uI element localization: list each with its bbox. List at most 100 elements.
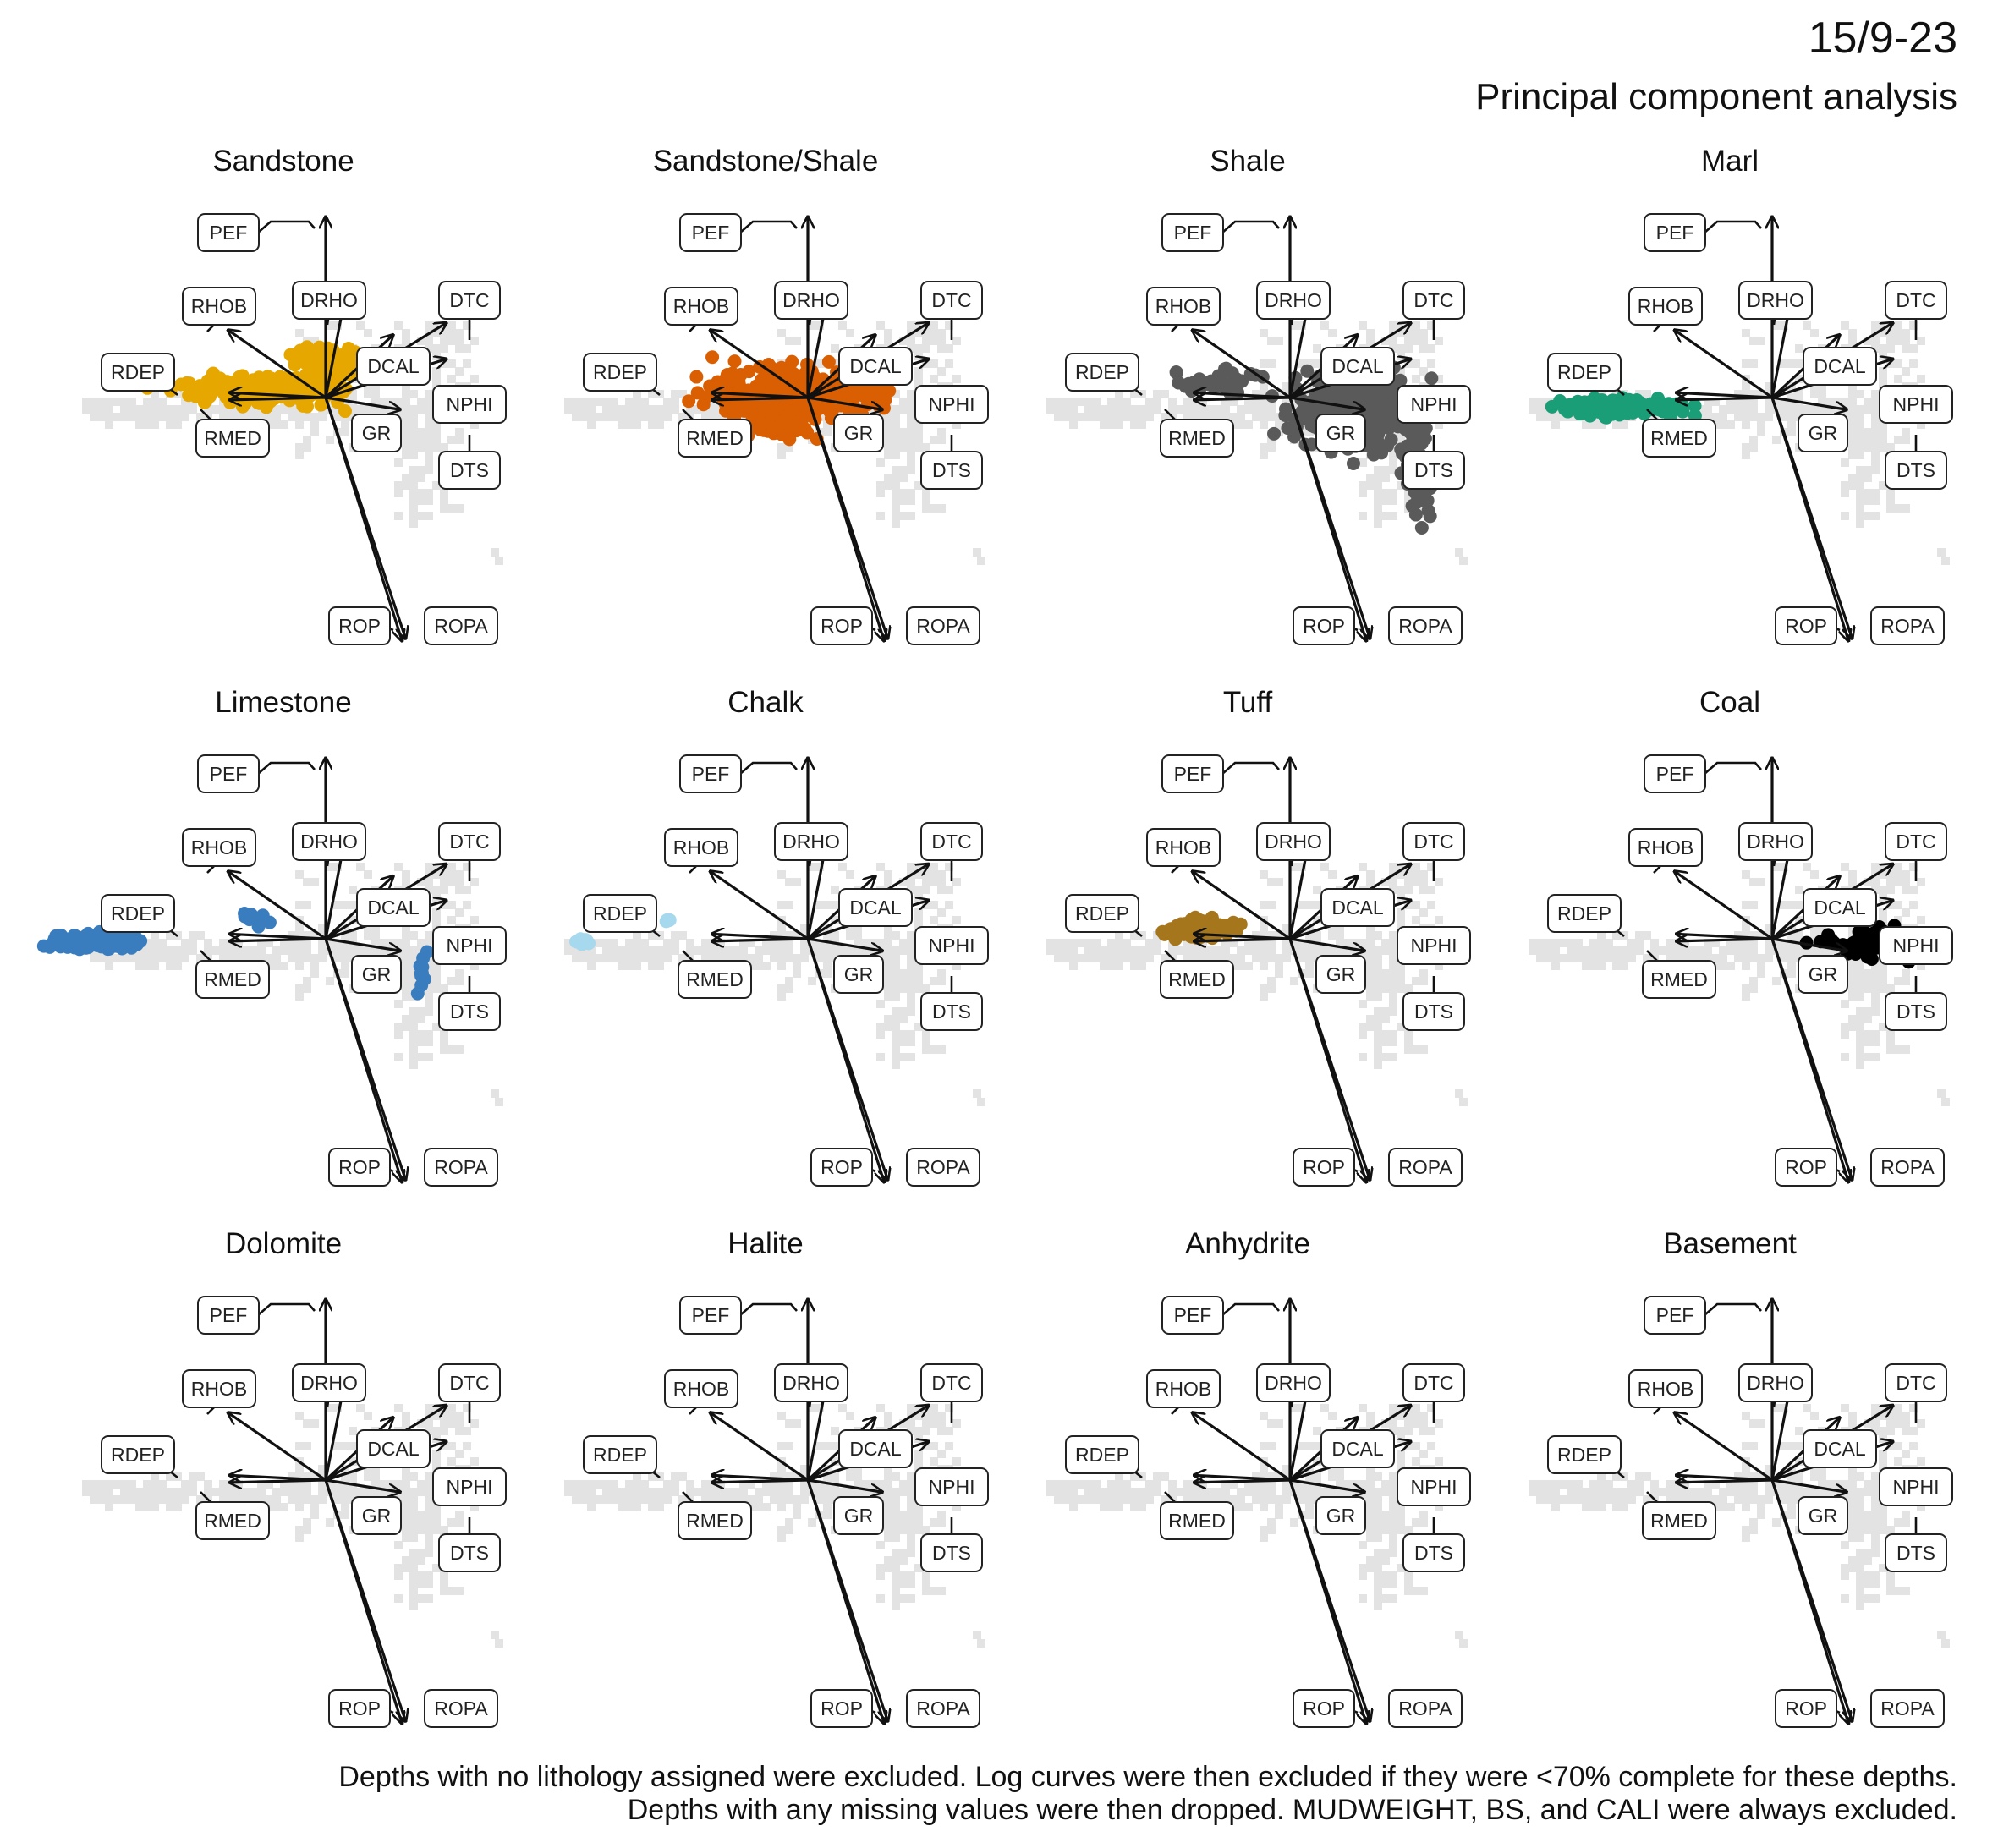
background-point (907, 992, 915, 1001)
data-point (274, 371, 288, 386)
background-point (1765, 413, 1773, 421)
data-point (1605, 404, 1619, 419)
background-point (1389, 337, 1397, 345)
data-point (1317, 406, 1331, 420)
data-point (303, 343, 317, 358)
label-box-dtc (1402, 281, 1465, 320)
background-point (234, 939, 243, 947)
background-point (1886, 344, 1895, 353)
data-point (1178, 379, 1193, 393)
background-point (892, 1053, 900, 1061)
data-point (278, 387, 293, 402)
background-point (1153, 390, 1161, 398)
background-point (907, 969, 915, 978)
background-point (288, 946, 296, 955)
data-point (823, 403, 837, 417)
background-point (1275, 413, 1283, 421)
background-point (701, 398, 710, 406)
background-point (402, 398, 410, 406)
background-point (854, 367, 862, 376)
data-point (222, 386, 236, 400)
data-point (321, 353, 336, 367)
loading-label-ropa: ROPA (1398, 615, 1452, 637)
background-point (1711, 398, 1720, 406)
data-point (416, 951, 431, 965)
background-point (151, 398, 159, 406)
background-point (907, 428, 915, 436)
data-point (759, 384, 773, 398)
data-point (1380, 420, 1395, 435)
background-point (625, 939, 634, 947)
background-point (120, 946, 129, 955)
background-point (579, 939, 588, 947)
background-point (1427, 382, 1435, 391)
label-box-dts (1885, 451, 1947, 490)
background-point (1833, 413, 1842, 421)
data-point (1419, 494, 1433, 508)
background-point (417, 496, 425, 505)
background-point (1902, 390, 1910, 398)
background-point (425, 489, 433, 497)
background-point (1191, 405, 1199, 414)
label-leader-drho (326, 853, 331, 867)
background-point (113, 939, 121, 947)
data-point (829, 391, 843, 405)
background-point (196, 954, 205, 962)
background-point (618, 420, 626, 429)
background-point (1374, 512, 1382, 520)
data-point (257, 378, 272, 392)
background-point (777, 398, 786, 406)
data-point (748, 420, 762, 434)
background-point (151, 413, 159, 421)
background-point (425, 992, 433, 1001)
data-point (90, 937, 104, 951)
background-point (815, 954, 824, 962)
label-box-dcal (356, 888, 431, 927)
data-point (115, 941, 129, 956)
background-point (701, 962, 710, 970)
data-point (255, 377, 269, 392)
background-point (1818, 359, 1826, 368)
data-point (1378, 411, 1392, 425)
background-point (648, 946, 656, 955)
data-point (107, 937, 121, 951)
background-point (1107, 398, 1116, 406)
data-point (300, 353, 315, 367)
data-point (110, 939, 124, 953)
data-point (1288, 370, 1303, 385)
background-point (937, 870, 946, 879)
data-point (1298, 437, 1313, 452)
data-point (1661, 404, 1676, 419)
data-point (1408, 507, 1423, 522)
background-point (907, 962, 915, 970)
background-point (633, 405, 641, 414)
background-point (572, 946, 580, 955)
background-point (227, 946, 235, 955)
background-point (793, 413, 801, 421)
background-point (219, 939, 228, 947)
background-point (90, 398, 98, 406)
background-point (196, 962, 205, 970)
background-point (1427, 413, 1435, 421)
background-point (280, 939, 288, 947)
data-point (182, 388, 196, 403)
background-point (295, 413, 304, 421)
data-point (1366, 408, 1380, 422)
data-point (1594, 403, 1608, 418)
background-point (1917, 405, 1925, 414)
data-point (798, 421, 812, 436)
label-leader-pef (257, 220, 316, 233)
background-point (295, 954, 304, 962)
background-point (892, 420, 900, 429)
background-point (1704, 398, 1712, 406)
label-box-rop (1775, 606, 1837, 645)
background-point (892, 962, 900, 970)
data-point (1612, 399, 1627, 414)
background-point (892, 436, 900, 444)
data-point (1409, 458, 1424, 473)
background-point (1275, 337, 1283, 345)
background-point (770, 413, 778, 421)
data-point (774, 396, 788, 410)
background-point (371, 954, 380, 962)
background-point (884, 893, 892, 902)
